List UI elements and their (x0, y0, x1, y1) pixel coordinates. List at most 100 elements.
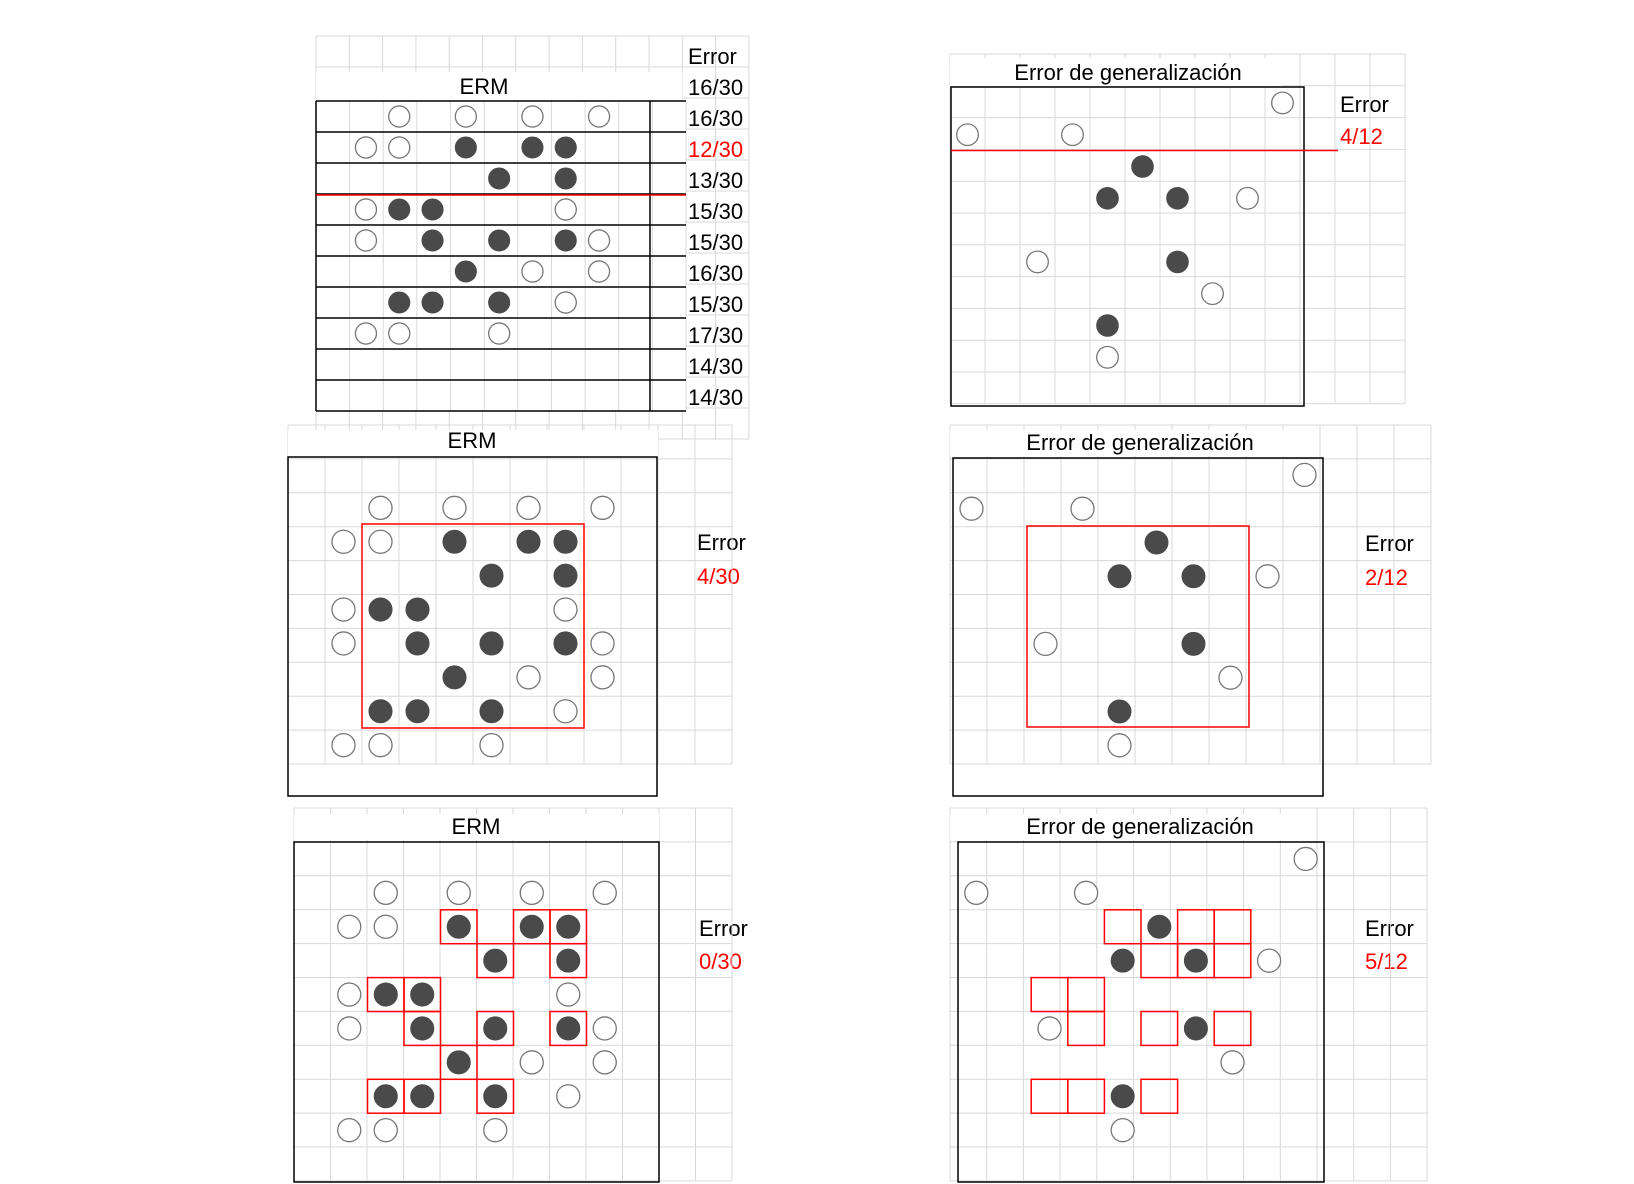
title-band (950, 430, 1302, 456)
positive-point (479, 631, 504, 656)
positive-point (405, 699, 430, 724)
negative-point (592, 1050, 617, 1075)
negative-point (516, 495, 541, 521)
positive-point (556, 948, 581, 973)
negative-point (1292, 462, 1317, 488)
positive-point (388, 291, 411, 314)
positive-point (368, 699, 393, 724)
panel-erm-threshold: ERM 16/30 16/30 12/30 13/30 15/30 15/30 16/30 15… (315, 35, 750, 440)
positive-point (373, 982, 398, 1007)
memorized-cell (549, 1010, 588, 1047)
row-error-value: 16/30 (688, 261, 743, 286)
negative-point (516, 665, 541, 690)
grid-lines (287, 424, 733, 765)
positive-point (454, 136, 477, 159)
negative-point (479, 732, 504, 758)
error-label: Error (697, 530, 746, 555)
positive-point (1107, 699, 1132, 724)
panel-generalization-cells: Error 5/12 Error de generalización (949, 807, 1428, 1183)
error-value: 0/30 (699, 949, 742, 974)
negative-point (554, 291, 577, 314)
positive-point (1183, 1016, 1208, 1041)
negative-point (454, 105, 478, 128)
negative-point (1255, 564, 1280, 589)
row-error-value: 14/30 (688, 354, 743, 379)
title-band (288, 430, 658, 456)
panel-generalization-threshold: Error 4/12 Error de generalización (949, 53, 1406, 407)
panel-erm-cells: Error 0/30 ERM (293, 807, 748, 1183)
positive-point (483, 948, 508, 973)
memorized-cell (1030, 1078, 1069, 1114)
memorized-cell (1067, 1078, 1106, 1114)
negative-point (1293, 846, 1318, 872)
negative-point (337, 1117, 362, 1143)
positive-point (421, 229, 444, 252)
positive-point (405, 597, 430, 622)
positive-point (483, 1016, 508, 1041)
memorized-cell (1067, 976, 1106, 1013)
negative-point (1236, 186, 1259, 210)
negative-point (388, 136, 411, 159)
panel-title: ERM (448, 428, 497, 453)
row-error-value: 13/30 (688, 168, 743, 193)
negative-point (956, 123, 979, 147)
positive-point (410, 1016, 435, 1041)
error-value: 4/30 (697, 564, 740, 589)
memorized-cell (1176, 909, 1215, 945)
memorized-cell (1140, 1078, 1179, 1114)
negative-point (592, 1016, 617, 1041)
positive-point (442, 665, 467, 690)
positive-point (1096, 186, 1119, 210)
positive-point (554, 136, 577, 159)
memorized-cell (476, 1010, 515, 1047)
positive-point (553, 563, 578, 588)
positive-point (516, 529, 541, 554)
row-error-list: 16/30 16/30 12/30 13/30 15/30 15/30 16/30 15/30… (688, 75, 743, 410)
positive-point (388, 198, 411, 221)
positive-point (1144, 530, 1169, 555)
data-points (959, 462, 1317, 758)
positive-point (410, 982, 435, 1007)
positive-point (479, 699, 504, 724)
memorized-cell (403, 1010, 442, 1047)
positive-point (454, 260, 477, 283)
error-label: Error (1340, 92, 1389, 117)
negative-point (1026, 250, 1049, 274)
negative-point (442, 495, 467, 521)
negative-point (964, 880, 989, 906)
row-error-value: 12/30 (688, 137, 743, 162)
negative-point (1256, 948, 1282, 973)
panel-title: Error de generalización (1014, 60, 1241, 85)
data-points (354, 105, 611, 345)
error-header: Error (688, 44, 737, 69)
positive-point (1147, 914, 1172, 939)
grid-lines (949, 807, 1428, 1182)
negative-point (487, 322, 511, 345)
negative-point (553, 597, 578, 622)
title-band (950, 58, 1283, 86)
data-points (956, 91, 1294, 369)
row-error-value: 15/30 (688, 292, 743, 317)
memorized-cell (1213, 942, 1252, 979)
negative-point (554, 198, 577, 221)
negative-point (1218, 665, 1243, 690)
negative-point (331, 631, 356, 656)
negative-point (1070, 496, 1095, 521)
title-band (950, 814, 1299, 840)
negative-point (388, 105, 411, 128)
positive-point (1181, 631, 1206, 656)
panel-frame (950, 86, 1305, 407)
negative-point (590, 665, 615, 690)
memorized-cell (439, 1044, 478, 1081)
title-band (294, 814, 659, 840)
negative-point (587, 105, 611, 128)
positive-point (1166, 250, 1189, 274)
grid-lines (949, 424, 1432, 765)
data-points (331, 495, 615, 758)
memorized-cell (549, 942, 588, 979)
memorized-cell (403, 1078, 442, 1114)
negative-point (368, 495, 393, 521)
negative-point (1073, 880, 1099, 906)
negative-point (587, 260, 611, 283)
positive-point (421, 198, 444, 221)
